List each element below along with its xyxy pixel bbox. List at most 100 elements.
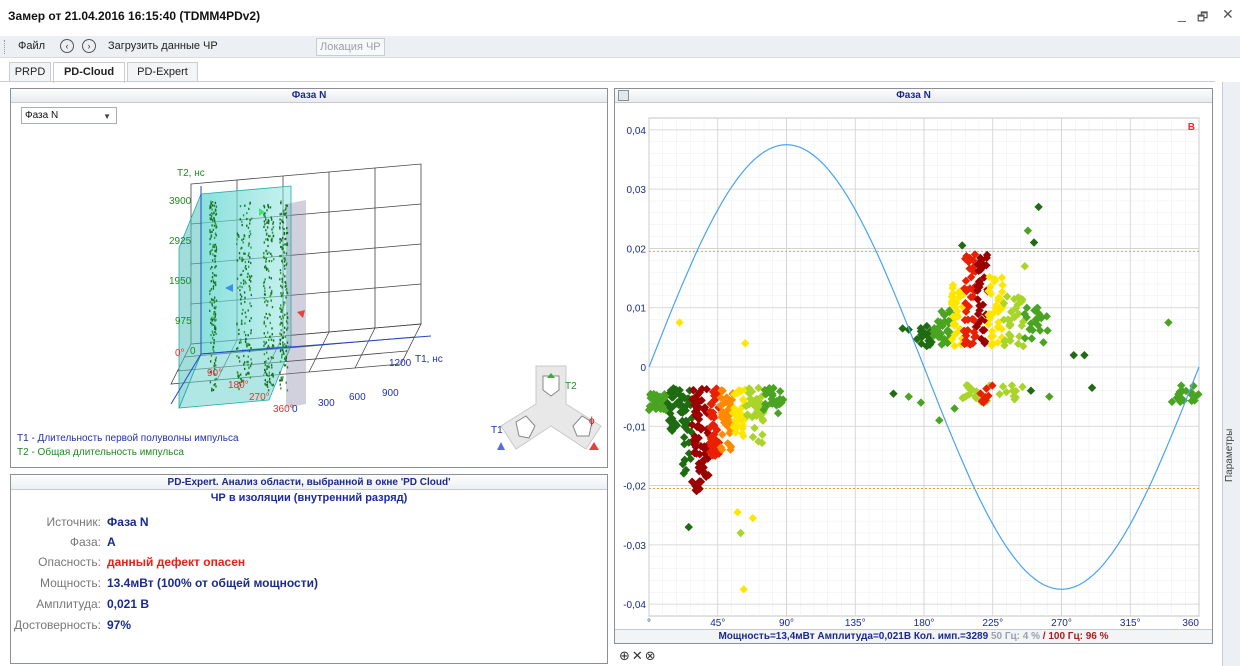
- pd-cloud-3d-plot[interactable]: T2, нс 3900 2925 1950 975 0 0° 90° 180° …: [11, 104, 607, 468]
- chart-tools[interactable]: ⊕✕⊗: [619, 648, 658, 663]
- cloud-point: [243, 235, 246, 238]
- phi-tick: 90°: [207, 368, 222, 379]
- cloud-point: [271, 373, 273, 377]
- cloud-point: [212, 285, 215, 288]
- t2-marker-icon[interactable]: [225, 284, 233, 292]
- cloud-point: [282, 237, 284, 240]
- phi-view-icon[interactable]: [572, 415, 593, 437]
- view-navigator[interactable]: T2 T1 ϕ: [491, 365, 602, 450]
- cloud-point: [249, 289, 251, 292]
- cloud-point: [211, 323, 213, 326]
- cloud-point: [267, 374, 269, 378]
- cloud-point: [213, 282, 215, 285]
- cloud-point: [237, 374, 239, 378]
- cloud-point: [238, 374, 240, 377]
- back-icon[interactable]: ‹: [60, 39, 74, 53]
- cloud-point: [245, 337, 247, 340]
- cloud-point: [213, 301, 215, 304]
- t2-tick: 0: [190, 346, 196, 357]
- pd-point: [950, 341, 959, 351]
- cloud-point: [238, 252, 241, 255]
- cloud-point: [214, 266, 216, 269]
- cloud-point: [211, 298, 213, 301]
- cloud-point: [263, 281, 265, 285]
- cloud-point: [211, 259, 214, 262]
- cloud-point: [236, 355, 238, 358]
- cloud-point: [282, 301, 285, 304]
- cloud-point: [281, 294, 283, 297]
- cloud-point: [271, 240, 273, 243]
- cloud-point: [213, 306, 216, 309]
- cloud-point: [212, 279, 214, 282]
- t2-view-icon[interactable]: [542, 375, 560, 397]
- close-icon[interactable]: ✕: [1222, 6, 1234, 22]
- prpd-status-bar: Мощность=13,4мВт Амплитуда=0,021В Кол. и…: [615, 629, 1212, 643]
- pd-point: [947, 297, 956, 306]
- t1-view-icon[interactable]: [515, 415, 536, 439]
- cloud-point: [271, 228, 273, 231]
- cloud-point: [248, 252, 250, 255]
- restore-icon[interactable]: 🗗: [1197, 10, 1209, 24]
- cloud-point: [265, 372, 268, 376]
- cloud-point: [215, 274, 217, 277]
- cloud-point: [286, 292, 289, 295]
- pd-point: [697, 384, 707, 394]
- cloud-point: [243, 363, 245, 366]
- cloud-point: [263, 284, 265, 288]
- cloud-point: [270, 363, 273, 367]
- y-tick-label: 0,04: [627, 126, 647, 137]
- cloud-point: [246, 212, 248, 215]
- cloud-point: [214, 378, 216, 381]
- cloud-point: [281, 315, 284, 318]
- cloud-point: [265, 218, 267, 221]
- minimize-icon[interactable]: _: [1178, 6, 1186, 22]
- cloud-point: [263, 340, 265, 343]
- cloud-point: [283, 352, 285, 355]
- tab-prpd[interactable]: PRPD: [9, 62, 51, 82]
- danger-value: данный дефект опасен: [107, 555, 246, 569]
- cloud-point: [245, 282, 247, 285]
- pd-point: [943, 338, 952, 348]
- cloud-axes: [170, 186, 432, 405]
- pd-point: [739, 585, 748, 594]
- cloud-point: [241, 286, 243, 289]
- cloud-point: [210, 249, 212, 253]
- cloud-point: [241, 312, 243, 315]
- cloud-point: [210, 202, 212, 205]
- cloud-point: [279, 379, 281, 382]
- tab-pd-cloud[interactable]: PD-Cloud: [53, 62, 125, 83]
- cloud-point: [210, 203, 212, 206]
- side-panel-strip[interactable]: Параметры: [1222, 82, 1240, 666]
- cloud-point: [238, 381, 240, 384]
- cloud-point: [240, 302, 242, 305]
- pd-point: [1022, 313, 1031, 322]
- phase-select[interactable]: Фаза N ▼: [21, 107, 117, 124]
- prpd-chart[interactable]: ° 45° 90° 135° 180° 225° 270° 315° 360 0,04 0,03 0,…: [615, 104, 1212, 628]
- cloud-point: [209, 207, 211, 210]
- file-menu[interactable]: Файл: [18, 40, 46, 52]
- cloud-point: [271, 346, 273, 349]
- cloud-point: [250, 329, 252, 332]
- power-label: Мощность:: [39, 576, 101, 590]
- cloud-point: [264, 264, 267, 267]
- forward-icon[interactable]: ›: [82, 39, 96, 53]
- phi-marker-icon[interactable]: [297, 310, 305, 318]
- cloud-point: [211, 224, 213, 227]
- pd-point: [973, 309, 983, 319]
- pd-point: [1042, 312, 1051, 321]
- t1-marker-icon[interactable]: [259, 208, 265, 216]
- prpd-panel: Фаза N ° 45° 90° 135° 180° 225° 270° 315° 360 0,0…: [614, 88, 1213, 644]
- cloud-point: [279, 323, 281, 326]
- cloud-point: [284, 285, 286, 288]
- cloud-point: [243, 252, 245, 255]
- cloud-point: [214, 328, 217, 331]
- cloud-point: [213, 316, 216, 319]
- cloud-point: [269, 206, 272, 209]
- cloud-point: [250, 317, 252, 320]
- cloud-point: [266, 209, 268, 212]
- save-icon[interactable]: [618, 90, 629, 101]
- load-pd-data-button[interactable]: Загрузить данные ЧР: [108, 40, 218, 52]
- cloud-point: [283, 264, 286, 267]
- tab-pd-expert[interactable]: PD-Expert: [127, 62, 198, 82]
- cloud-point: [279, 383, 281, 386]
